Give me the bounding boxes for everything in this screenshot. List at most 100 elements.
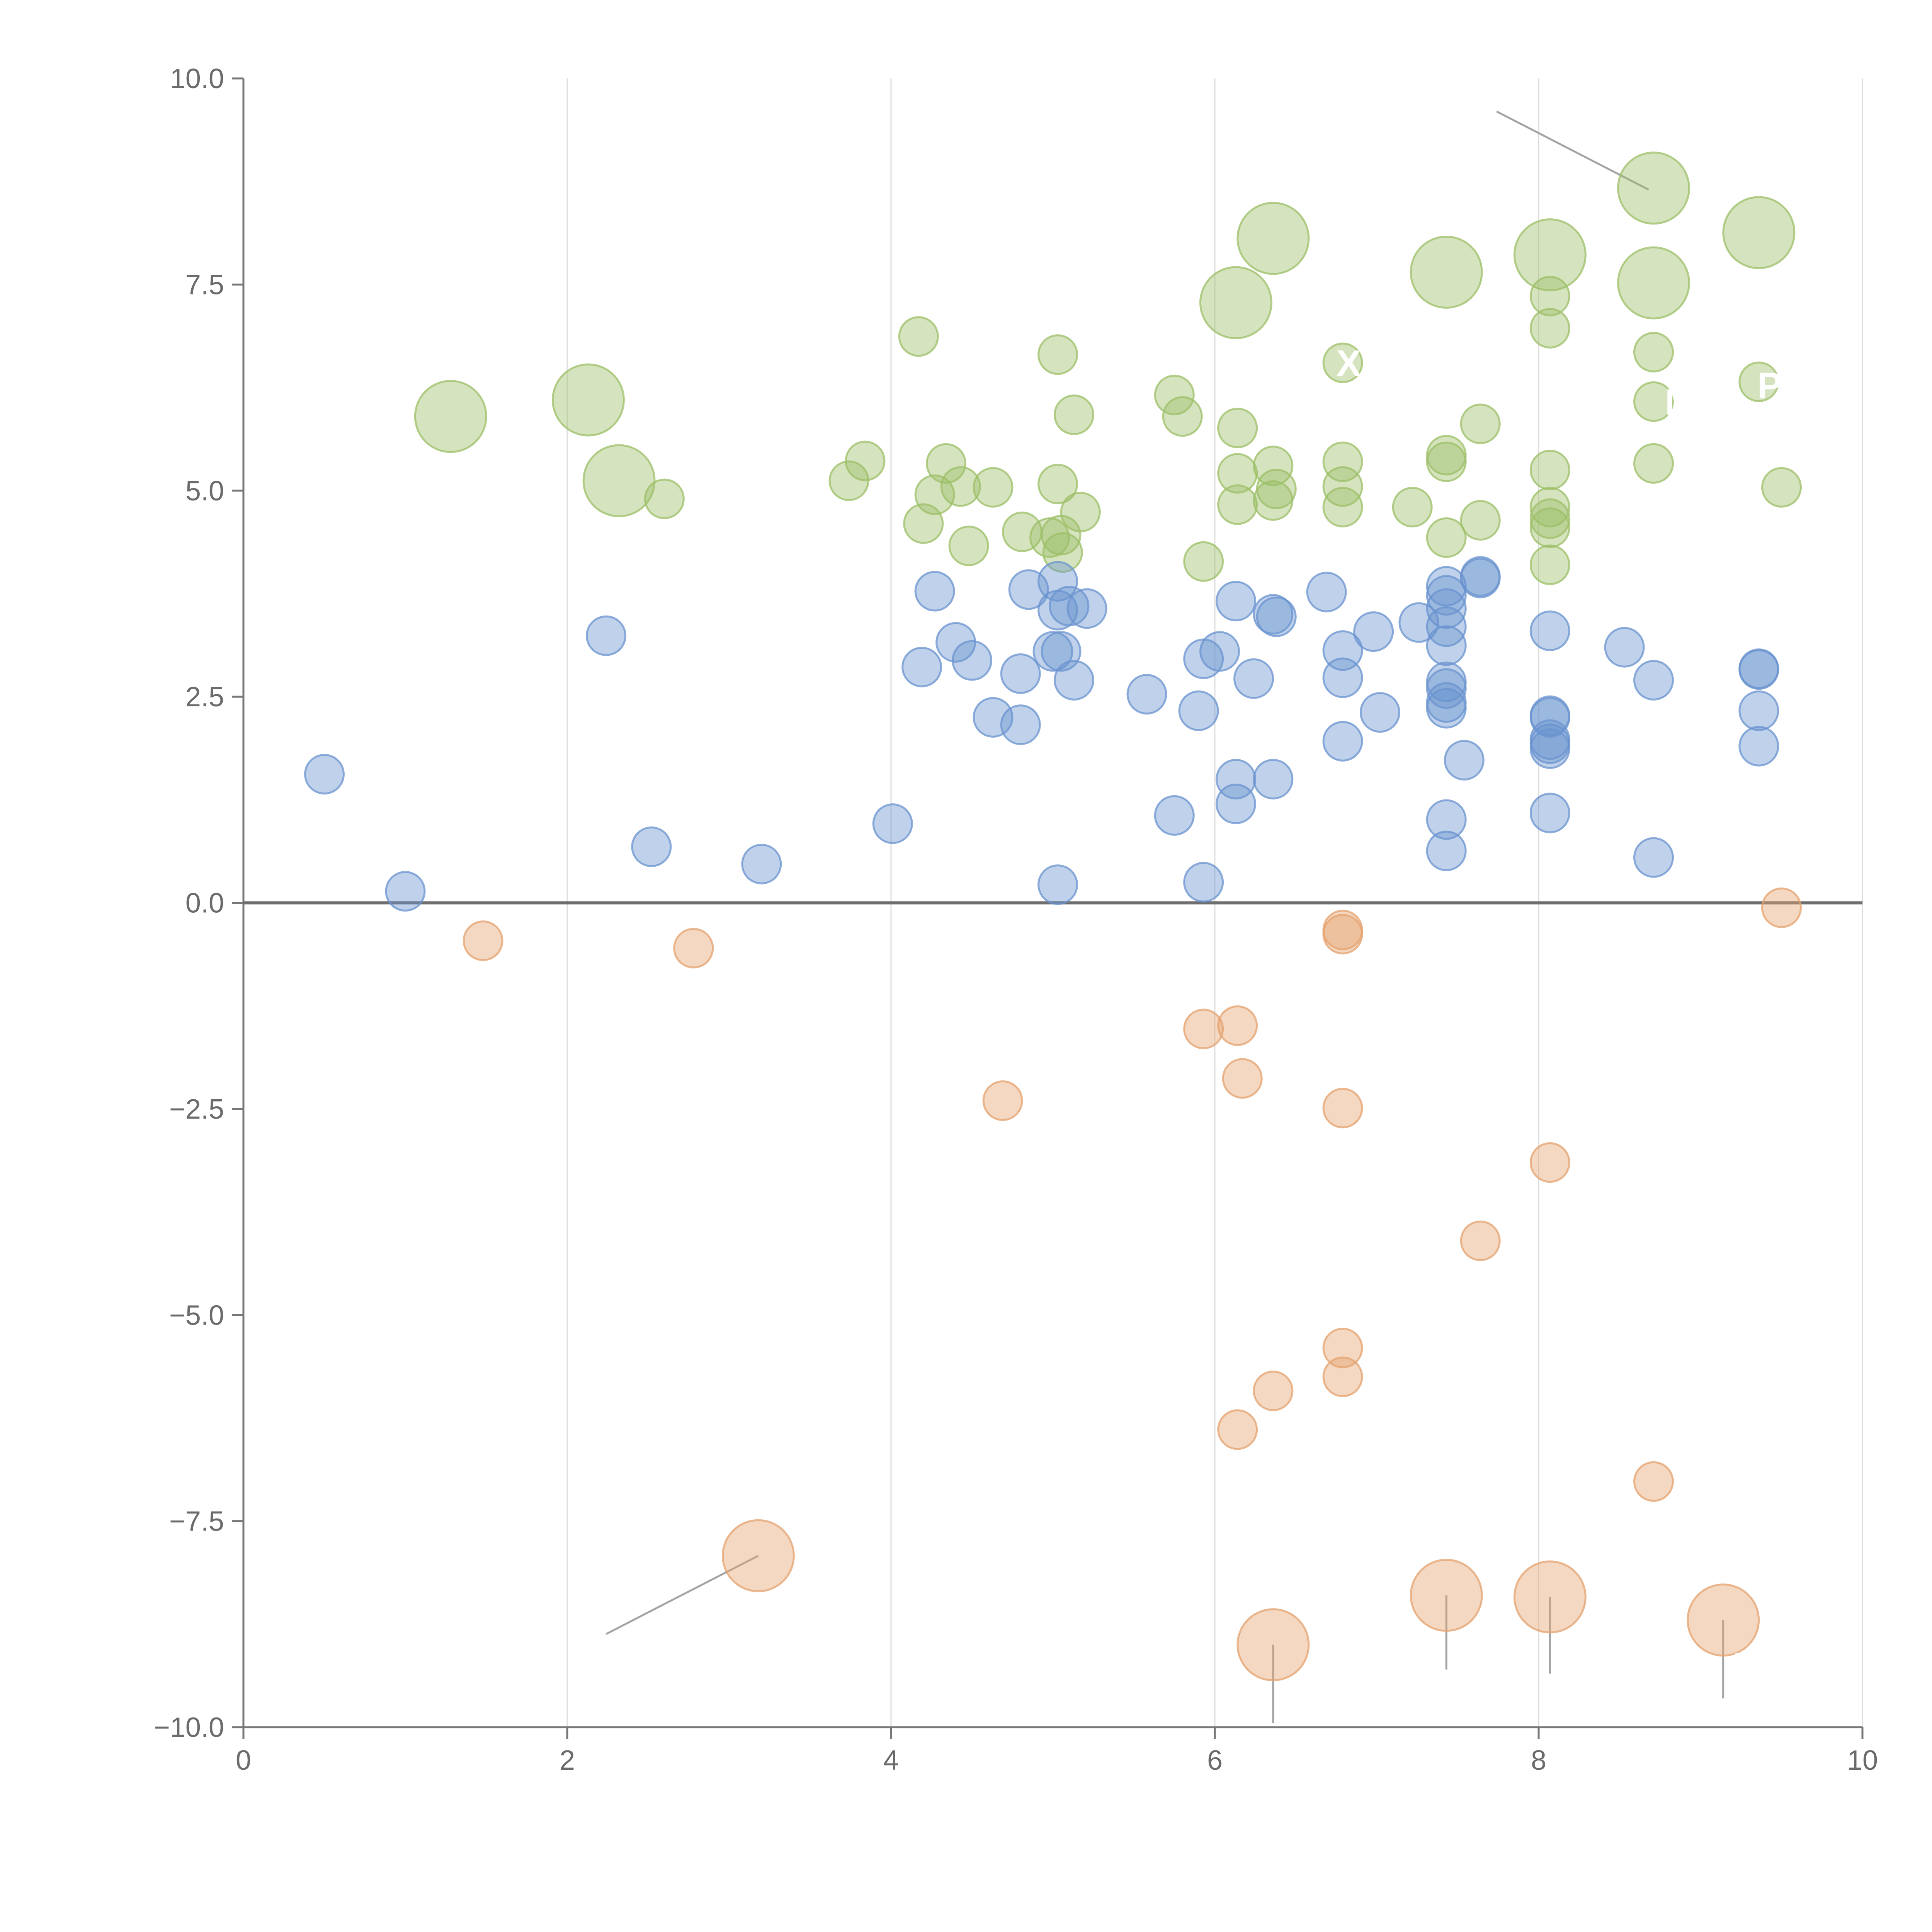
green-point [1529, 308, 1570, 349]
y-tick-label: 10.0 [170, 63, 224, 94]
blue-point [1233, 658, 1274, 699]
green-point [845, 440, 886, 481]
green-point [1217, 408, 1258, 449]
green-point [1060, 492, 1101, 532]
leader-line [1235, 302, 1261, 335]
green-point [1392, 486, 1433, 527]
blue-point [1738, 726, 1779, 767]
green-point [1322, 342, 1363, 383]
green-point [582, 444, 656, 517]
orange-point [1222, 1058, 1263, 1099]
orange-point [1183, 1009, 1224, 1049]
green-point [1617, 246, 1690, 320]
green-point [948, 526, 989, 566]
blue-point [1256, 596, 1297, 637]
orange-point [1687, 1583, 1760, 1657]
x-tick-label: 4 [883, 1745, 899, 1776]
y-tick-label: −5.0 [169, 1300, 224, 1331]
x-tick-label: 6 [1207, 1745, 1223, 1776]
blue-point [872, 803, 913, 844]
leader-line [1223, 219, 1274, 240]
orange-point [1236, 1608, 1310, 1682]
green-point [1460, 500, 1501, 541]
green-point [644, 478, 685, 519]
orange-point [1410, 1559, 1483, 1632]
green-point [940, 466, 981, 507]
green-point [1513, 218, 1587, 292]
blue-point [1126, 674, 1167, 715]
green-point [1162, 396, 1203, 437]
blue-point [1215, 759, 1256, 799]
leader-line [449, 379, 455, 417]
blue-point [1183, 862, 1224, 903]
orange-point [1761, 887, 1802, 928]
blue-point [914, 571, 955, 612]
orange-point [1217, 1005, 1258, 1046]
point-label: P [1757, 365, 1782, 406]
green-point [1633, 443, 1674, 484]
point-labels: X M P LE [1336, 343, 1782, 1687]
orange-point [673, 928, 714, 969]
blue-point [1529, 610, 1570, 651]
green-point [1256, 468, 1297, 509]
y-tick-label: 2.5 [185, 682, 224, 713]
green-point [1183, 541, 1224, 582]
green-point [1426, 517, 1467, 558]
green-point [1738, 361, 1779, 402]
leader-line [588, 378, 621, 401]
green-point [551, 363, 625, 437]
green-point [1529, 507, 1570, 548]
leader-line [618, 480, 665, 510]
blue-point [1426, 588, 1467, 629]
leader-line [1496, 111, 1650, 191]
blue-point [385, 871, 426, 912]
blue-point [1738, 690, 1779, 731]
blue-point [1154, 795, 1195, 836]
green-point [1633, 332, 1674, 372]
green-point [973, 467, 1014, 508]
green-point [1633, 381, 1674, 422]
blue-point [1322, 721, 1363, 762]
green-point [898, 316, 939, 357]
blue-point [1215, 581, 1256, 622]
orange-point [1460, 1220, 1501, 1261]
y-tick-label: 5.0 [185, 476, 224, 507]
blue-point [1633, 837, 1674, 878]
blue-point [1049, 585, 1090, 626]
axes: 0 2 4 6 8 10 −10.0 −7.5 −5.0 −2.5 0.0 2.5 5.0 7.5 10.0 [154, 63, 1878, 1776]
blue-point [1253, 759, 1294, 799]
green-point [1617, 151, 1690, 225]
blue-point [1359, 692, 1400, 733]
blue-point [1444, 740, 1485, 781]
orange-point [721, 1519, 795, 1592]
blue-point [1426, 830, 1467, 871]
blue-point [1426, 688, 1467, 729]
orange-point [1322, 1328, 1363, 1369]
leader-line [1758, 198, 1763, 233]
leader-line [1546, 218, 1551, 255]
green-point [1529, 449, 1570, 490]
x-tick-label: 0 [236, 1745, 251, 1776]
blue-point [952, 640, 992, 681]
blue-point [1529, 728, 1570, 769]
x-tick-label: 8 [1531, 1745, 1546, 1776]
green-point [1529, 486, 1570, 527]
blue-point [1633, 660, 1674, 701]
green-point [1426, 441, 1467, 482]
green-point [1037, 464, 1078, 505]
green-point [925, 443, 966, 484]
blue-point [901, 646, 942, 687]
blue-point [1199, 631, 1240, 672]
blue-point [1253, 594, 1294, 635]
blue-point [1353, 611, 1394, 652]
y-tick-label: 7.5 [185, 269, 224, 300]
y-tick-label: 0.0 [185, 888, 224, 919]
blue-point [1000, 653, 1041, 694]
green-point [1217, 453, 1258, 494]
point-label: LE [1733, 1645, 1781, 1687]
orange-point [1513, 1560, 1587, 1634]
blue-point [1000, 704, 1041, 745]
blue-point [1426, 625, 1467, 666]
green-point [1322, 486, 1363, 527]
